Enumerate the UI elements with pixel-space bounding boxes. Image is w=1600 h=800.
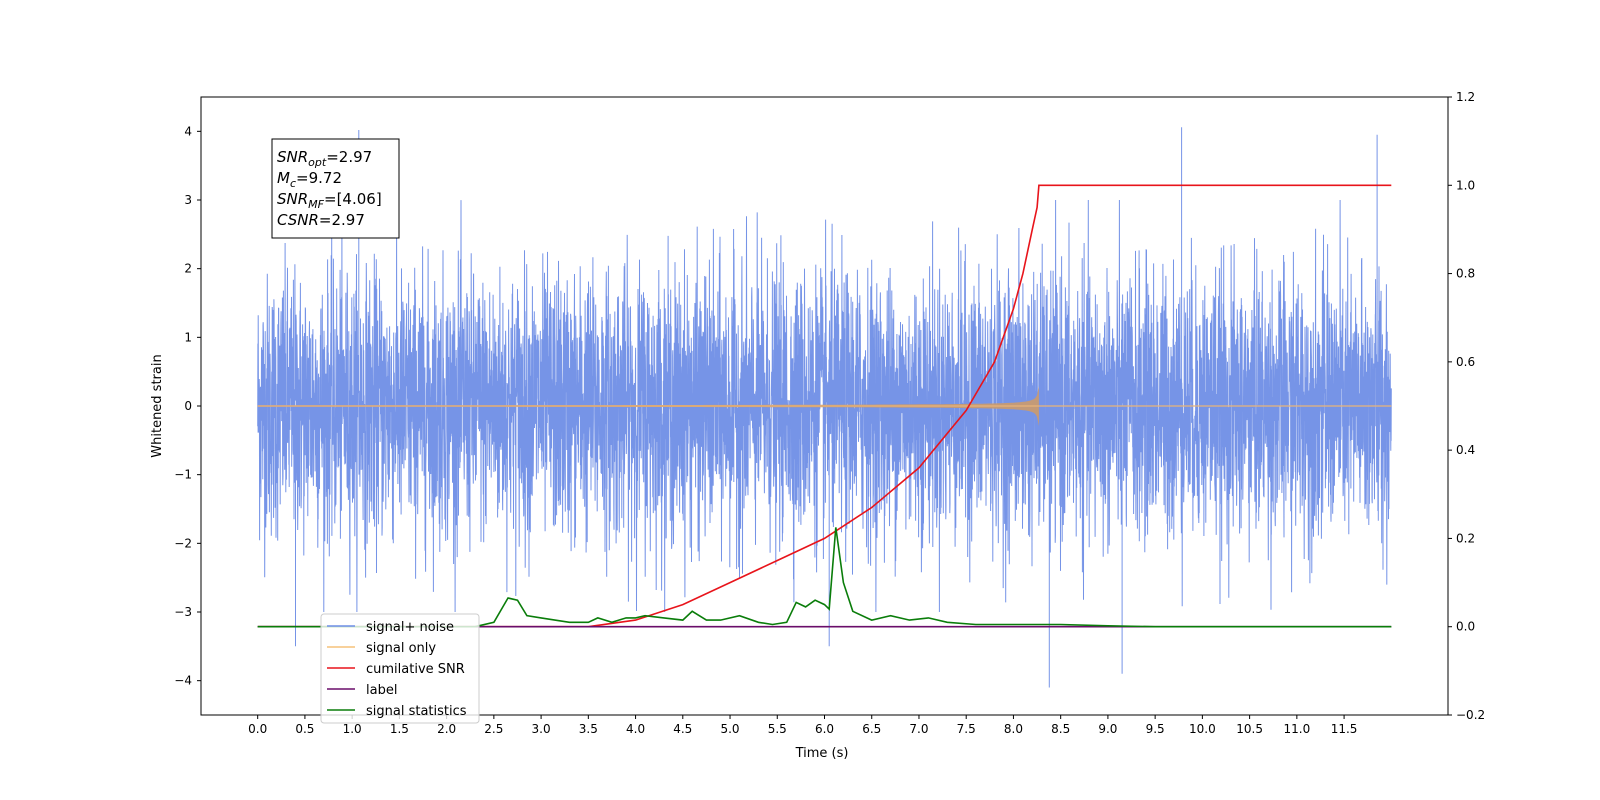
x-tick-label: 2.0 — [437, 722, 456, 736]
x-tick-label: 6.0 — [815, 722, 834, 736]
x-tick-label: 6.5 — [862, 722, 881, 736]
x-tick-label: 11.0 — [1283, 722, 1310, 736]
legend-label: cumilative SNR — [366, 662, 465, 677]
y-tick-label: −3 — [174, 605, 192, 619]
x-tick-label: 4.5 — [673, 722, 692, 736]
x-tick-label: 10.0 — [1189, 722, 1216, 736]
legend-label: signal only — [366, 641, 436, 656]
series-signal-noise — [257, 127, 1392, 688]
y2-tick-label: 0.4 — [1456, 443, 1475, 457]
y-tick-label: −4 — [174, 674, 192, 688]
series-cumilative-snr — [257, 184, 1392, 628]
y-tick-label: 2 — [184, 262, 192, 276]
x-tick-label: 4.0 — [626, 722, 645, 736]
x-tick-label: 1.5 — [390, 722, 409, 736]
legend-label: signal+ noise — [366, 620, 454, 635]
x-tick-label: 11.5 — [1331, 722, 1358, 736]
annotation-line: SNRMF=[4.06] — [277, 190, 382, 211]
x-tick-label: 5.5 — [768, 722, 787, 736]
annotation-line: Mc=9.72 — [277, 169, 342, 190]
y-tick-label: −2 — [174, 536, 192, 550]
y-tick-label: −1 — [174, 468, 192, 482]
x-tick-label: 7.5 — [957, 722, 976, 736]
x-tick-label: 9.0 — [1098, 722, 1117, 736]
y2-tick-label: 0.8 — [1456, 267, 1475, 281]
y-tick-label: 4 — [184, 124, 192, 138]
x-tick-label: 8.0 — [1004, 722, 1023, 736]
y-tick-label: 3 — [184, 193, 192, 207]
x-axis-label: Time (s) — [795, 746, 849, 761]
x-tick-label: 8.5 — [1051, 722, 1070, 736]
y2-tick-label: 1.2 — [1456, 90, 1475, 104]
y2-tick-label: 0.6 — [1456, 355, 1475, 369]
annotation-line: SNRopt=2.97 — [277, 148, 372, 169]
x-tick-label: 9.5 — [1146, 722, 1165, 736]
series-layer — [257, 127, 1392, 688]
x-tick-label: 10.5 — [1236, 722, 1263, 736]
annotation-line: CSNR=2.97 — [277, 211, 365, 229]
legend-label: label — [366, 683, 397, 698]
x-tick-label: 0.0 — [248, 722, 267, 736]
x-tick-label: 3.0 — [532, 722, 551, 736]
series-signal-statistics — [257, 527, 1392, 628]
annotation-frame — [271, 138, 400, 239]
x-tick-label: 1.0 — [343, 722, 362, 736]
legend: signal+ noise signal only cumilative SNR la… — [320, 613, 480, 724]
x-tick-label: 3.5 — [579, 722, 598, 736]
legend-label: signal statistics — [366, 704, 467, 719]
legend-frame — [320, 613, 480, 724]
x-tick-label: 5.0 — [720, 722, 739, 736]
y2-tick-label: 0.0 — [1456, 620, 1475, 634]
y-tick-label: 1 — [184, 330, 192, 344]
y-axis-label: Whitened strain — [150, 354, 165, 457]
y2-tick-label: 1.0 — [1456, 178, 1475, 192]
x-tick-label: 2.5 — [484, 722, 503, 736]
axes-layer: 0.0 0.5 1.0 1.5 2.0 2.5 3.0 3.5 4.0 4.5 5.0 5.5 6.0 6… — [174, 90, 1485, 736]
y-tick-label: 0 — [184, 399, 192, 413]
y2-tick-label: −0.2 — [1456, 708, 1485, 722]
x-tick-label: 0.5 — [295, 722, 314, 736]
y2-tick-label: 0.2 — [1456, 531, 1475, 545]
x-tick-label: 7.0 — [909, 722, 928, 736]
